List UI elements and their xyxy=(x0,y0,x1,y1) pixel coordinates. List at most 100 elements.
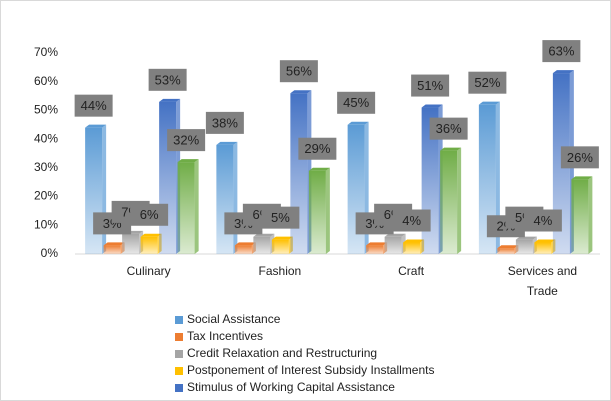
data-label: 53% xyxy=(155,72,181,87)
legend-swatch xyxy=(175,367,183,375)
data-label-box xyxy=(523,209,562,232)
data-label-box xyxy=(148,68,187,91)
data-label-box xyxy=(167,129,206,152)
bar-top xyxy=(515,236,537,240)
bar xyxy=(366,245,384,254)
bar-side xyxy=(457,147,462,254)
data-label-box xyxy=(74,94,113,117)
bar xyxy=(497,248,515,254)
bar xyxy=(534,242,552,254)
bar xyxy=(571,179,589,254)
bar-top xyxy=(216,141,238,145)
y-tick-label: 40% xyxy=(34,131,58,145)
legend-label: Postponement of Interest Subsidy Install… xyxy=(187,363,434,377)
bar xyxy=(103,245,121,254)
x-tick-label: Fashion xyxy=(259,264,302,278)
data-label: 36% xyxy=(436,121,462,136)
data-label: 29% xyxy=(304,141,330,156)
data-label: 26% xyxy=(567,150,593,165)
bar-top xyxy=(440,147,462,151)
data-label-box xyxy=(392,209,431,232)
data-label-box xyxy=(560,146,599,169)
bar xyxy=(177,162,195,254)
bar xyxy=(440,150,458,254)
bar-top xyxy=(140,233,162,237)
bar xyxy=(85,127,103,254)
data-label-box xyxy=(411,74,450,97)
y-tick-label: 0% xyxy=(41,246,59,260)
data-label: 44% xyxy=(81,98,107,113)
bar xyxy=(403,242,421,254)
legend-swatch xyxy=(175,333,183,341)
bar xyxy=(253,236,271,254)
y-tick-label: 30% xyxy=(34,160,58,174)
legend-label: Tax Incentives xyxy=(187,329,263,343)
data-label-box xyxy=(542,40,581,63)
data-label-box xyxy=(298,137,337,160)
bar-top xyxy=(234,242,256,246)
bar-side xyxy=(102,124,107,255)
bar-top xyxy=(571,176,593,180)
bar xyxy=(308,170,326,254)
y-tick-label: 60% xyxy=(34,74,58,88)
bar-top xyxy=(159,98,181,102)
data-label-box xyxy=(429,117,468,140)
bar-top xyxy=(534,239,556,243)
data-label-box xyxy=(205,111,244,134)
bar-top xyxy=(308,167,330,171)
bar-side xyxy=(233,141,238,254)
y-tick-label: 20% xyxy=(34,189,58,203)
legend-label: Credit Relaxation and Restructuring xyxy=(187,346,377,360)
data-label: 38% xyxy=(212,115,238,130)
data-label: 45% xyxy=(343,95,369,110)
legend-swatch xyxy=(175,384,183,392)
bar-top xyxy=(366,242,388,246)
data-label-box xyxy=(261,206,300,229)
bar xyxy=(271,239,289,254)
x-tick-label: Culinary xyxy=(127,264,171,278)
bar-top xyxy=(177,159,199,163)
bar-top xyxy=(552,70,574,74)
legend-swatch xyxy=(175,350,183,358)
bar-top xyxy=(103,242,125,246)
bar xyxy=(216,144,234,254)
bar xyxy=(515,239,533,254)
data-label: 63% xyxy=(548,44,574,59)
bar xyxy=(140,236,158,254)
x-tick-label: Services and Trade xyxy=(508,264,577,298)
bar-top xyxy=(85,124,107,128)
bar-top xyxy=(347,121,369,125)
bar xyxy=(347,124,365,255)
bar-top xyxy=(253,233,275,237)
bar-top xyxy=(497,245,519,249)
bar-side xyxy=(588,176,593,254)
data-label: 4% xyxy=(533,213,552,228)
y-tick-label: 70% xyxy=(34,45,58,59)
bar xyxy=(290,93,308,254)
bar xyxy=(384,236,402,254)
y-tick-label: 10% xyxy=(34,217,58,231)
bar-top xyxy=(403,239,425,243)
data-label: 4% xyxy=(402,213,421,228)
bar-top xyxy=(478,101,500,105)
bar-side xyxy=(194,159,199,254)
bar-top xyxy=(421,104,443,108)
legend-swatch xyxy=(175,316,183,324)
data-label: 52% xyxy=(474,75,500,90)
bar xyxy=(122,233,140,254)
data-label-box xyxy=(468,71,507,94)
legend-label: Social Assistance xyxy=(187,312,281,326)
bar-top xyxy=(271,236,293,240)
data-label-box xyxy=(130,203,169,226)
data-label: 32% xyxy=(173,133,199,148)
y-tick-label: 50% xyxy=(34,103,58,117)
bar-side xyxy=(325,167,330,254)
bar xyxy=(159,101,177,254)
data-label: 6% xyxy=(140,207,159,222)
data-label: 51% xyxy=(417,78,443,93)
legend-label: Stimulus of Working Capital Assistance xyxy=(187,380,395,394)
data-label: 5% xyxy=(271,210,290,225)
bar-top xyxy=(290,90,312,94)
